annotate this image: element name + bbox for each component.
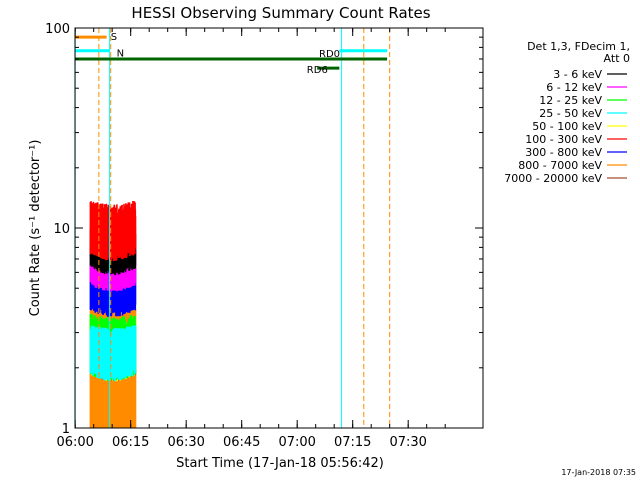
series-100-to-300keV — [89, 201, 137, 262]
legend-header: Att 0 — [604, 52, 630, 65]
legend-entry: 800 - 7000 keV — [518, 159, 602, 172]
legend-entry: 25 - 50 keV — [539, 107, 602, 120]
series-band — [89, 325, 137, 382]
series-25-to-50keV — [89, 325, 137, 382]
x-tick-label: 06:30 — [167, 435, 204, 450]
axis-ticks: 06:00 06:15 06:30 06:45 07:00 07:15 07:30 1 10 10… — [45, 22, 483, 450]
legend-entry: 6 - 12 keV — [546, 81, 602, 94]
y-tick-label: 10 — [53, 222, 70, 237]
legend-entry: 50 - 100 keV — [532, 120, 602, 133]
y-tick-label: 100 — [45, 22, 70, 37]
y-tick-label: 1 — [62, 422, 70, 437]
footer-timestamp: 17-Jan-2018 07:35 — [561, 468, 636, 477]
annotation-n: N — [117, 49, 124, 60]
y-axis-label: Count Rate (s⁻¹ detector⁻¹) — [28, 140, 43, 317]
x-tick-label: 06:15 — [112, 435, 149, 450]
legend-entry: 7000 - 20000 keV — [504, 172, 602, 185]
annotation-s: S — [111, 32, 117, 43]
x-tick-label: 07:30 — [389, 435, 426, 450]
legend-entry: 3 - 6 keV — [553, 68, 602, 81]
x-tick-label: 06:00 — [56, 435, 93, 450]
x-tick-label: 07:00 — [278, 435, 315, 450]
annotation-rd0: RD0 — [319, 49, 340, 60]
x-tick-label: 06:45 — [223, 435, 260, 450]
series-band — [89, 201, 137, 262]
legend-header: Det 1,3, FDecim 1, — [527, 40, 630, 53]
annotation-rd6: RD6 — [307, 65, 328, 76]
legend-entry: 300 - 800 keV — [525, 146, 602, 159]
plot-area: SN RD0 RD6 — [74, 28, 391, 428]
chart-title: HESSI Observing Summary Count Rates — [131, 4, 430, 22]
legend-entry: 100 - 300 keV — [525, 133, 602, 146]
x-tick-label: 07:15 — [334, 435, 371, 450]
x-axis-label: Start Time (17-Jan-18 05:56:42) — [176, 456, 384, 471]
legend-entry: 12 - 25 keV — [539, 94, 602, 107]
